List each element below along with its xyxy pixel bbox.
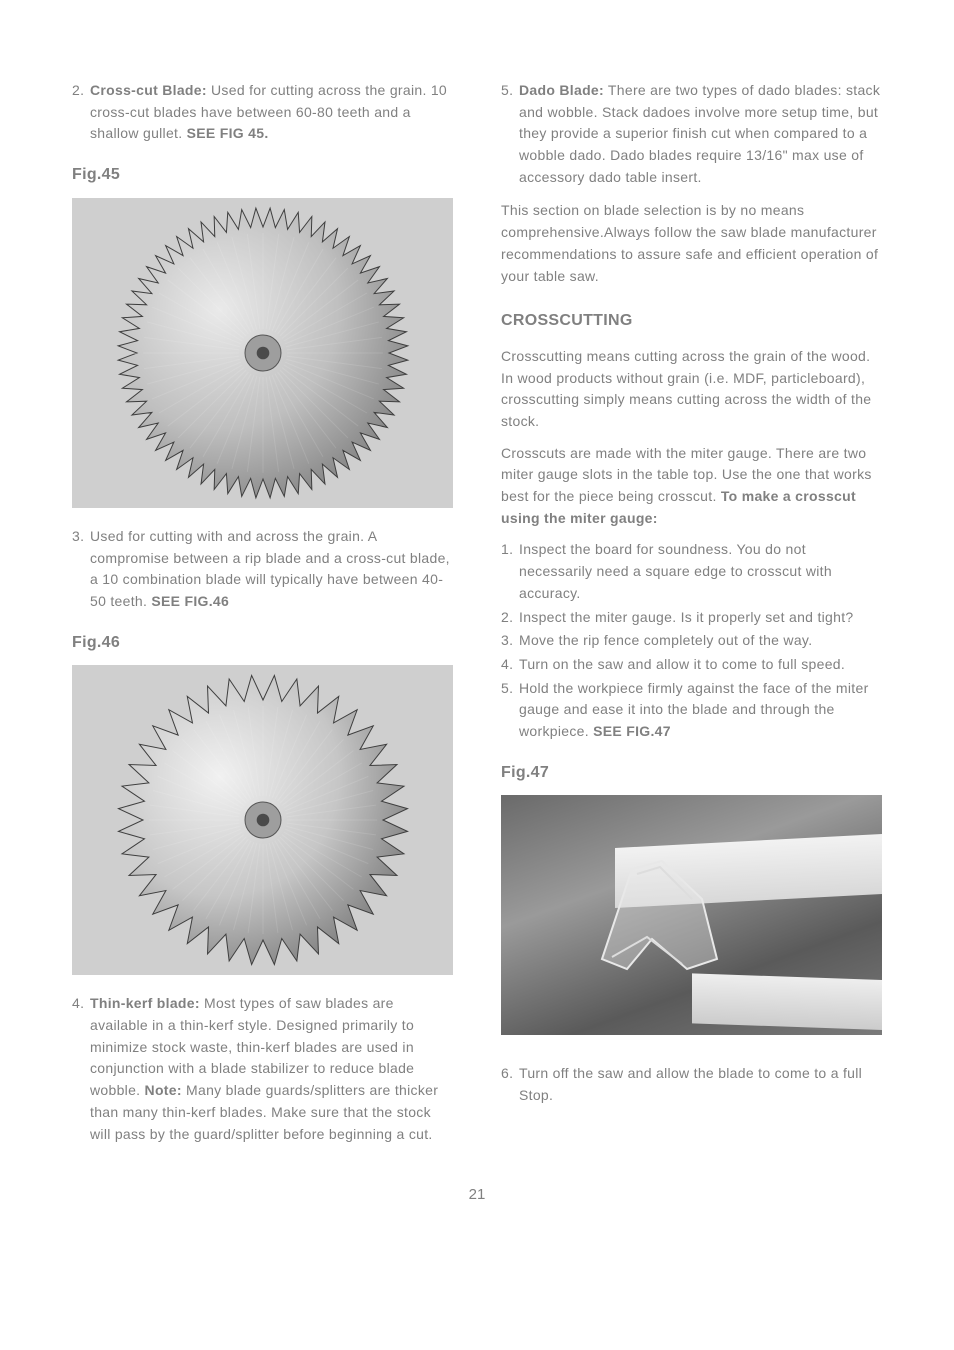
- saw-blade-icon: [113, 203, 413, 503]
- note-label: Note:: [145, 1082, 182, 1098]
- blade-guard-icon: [592, 839, 742, 989]
- list-number: 4.: [72, 993, 90, 1145]
- list-item-5: 5. Dado Blade: There are two types of da…: [501, 80, 882, 188]
- saw-blade-icon: [113, 670, 413, 970]
- step-number: 3.: [501, 630, 519, 652]
- step-4: 4. Turn on the saw and allow it to come …: [501, 654, 882, 676]
- right-column: 5. Dado Blade: There are two types of da…: [501, 80, 882, 1147]
- paragraph-selection-note: This section on blade selection is by no…: [501, 200, 882, 287]
- step-2: 2. Inspect the miter gauge. Is it proper…: [501, 607, 882, 629]
- list-number: 2.: [72, 80, 90, 145]
- step-number: 6.: [501, 1063, 519, 1106]
- list-item-3: 3. Used for cutting with and across the …: [72, 526, 453, 613]
- left-column: 2. Cross-cut Blade: Used for cutting acr…: [72, 80, 453, 1147]
- step-body: Move the rip fence completely out of the…: [519, 630, 882, 652]
- list-item-4: 4. Thin-kerf blade: Most types of saw bl…: [72, 993, 453, 1145]
- step-number: 4.: [501, 654, 519, 676]
- crosscut-paragraph-2: Crosscuts are made with the miter gauge.…: [501, 443, 882, 530]
- step-body: Inspect the board for soundness. You do …: [519, 539, 882, 604]
- two-column-layout: 2. Cross-cut Blade: Used for cutting acr…: [72, 80, 882, 1147]
- figure-label-46: Fig.46: [72, 631, 453, 656]
- step-number: 2.: [501, 607, 519, 629]
- list-number: 5.: [501, 80, 519, 188]
- figure-47: [501, 795, 882, 1035]
- crosscut-paragraph-1: Crosscutting means cutting across the gr…: [501, 346, 882, 433]
- see-ref: SEE FIG 45.: [187, 125, 269, 141]
- step-1: 1. Inspect the board for soundness. You …: [501, 539, 882, 604]
- figure-label-45: Fig.45: [72, 163, 453, 188]
- step-body: Inspect the miter gauge. Is it properly …: [519, 607, 882, 629]
- list-body: Cross-cut Blade: Used for cutting across…: [90, 80, 453, 145]
- figure-label-47: Fig.47: [501, 761, 882, 786]
- step-body: Turn off the saw and allow the blade to …: [519, 1063, 882, 1106]
- lead-term: Dado Blade:: [519, 82, 604, 98]
- step-body: Turn on the saw and allow it to come to …: [519, 654, 882, 676]
- step-3: 3. Move the rip fence completely out of …: [501, 630, 882, 652]
- section-heading-crosscutting: CROSSCUTTING: [501, 309, 882, 334]
- lead-term: Cross-cut Blade:: [90, 82, 207, 98]
- list-number: 3.: [72, 526, 90, 613]
- step-body: Hold the workpiece firmly against the fa…: [519, 678, 882, 743]
- step-number: 1.: [501, 539, 519, 604]
- step-6: 6. Turn off the saw and allow the blade …: [501, 1063, 882, 1106]
- list-body: Thin-kerf blade: Most types of saw blade…: [90, 993, 453, 1145]
- figure-45: [72, 198, 453, 508]
- figure-46: [72, 665, 453, 975]
- body-text: Used for cutting with and across the gra…: [90, 528, 450, 609]
- step-text: Hold the workpiece firmly against the fa…: [519, 680, 869, 739]
- list-item-2: 2. Cross-cut Blade: Used for cutting acr…: [72, 80, 453, 145]
- step-number: 5.: [501, 678, 519, 743]
- page-number: 21: [72, 1183, 882, 1206]
- list-body: Used for cutting with and across the gra…: [90, 526, 453, 613]
- list-body: Dado Blade: There are two types of dado …: [519, 80, 882, 188]
- lead-term: Thin-kerf blade:: [90, 995, 200, 1011]
- step-5: 5. Hold the workpiece firmly against the…: [501, 678, 882, 743]
- see-ref: SEE FIG.46: [151, 593, 229, 609]
- see-ref: SEE FIG.47: [593, 723, 671, 739]
